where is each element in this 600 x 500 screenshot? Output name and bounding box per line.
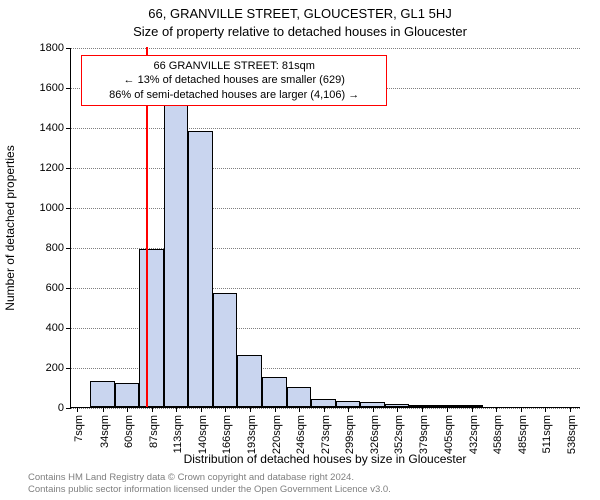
annotation-line: 66 GRANVILLE STREET: 81sqm bbox=[88, 59, 380, 73]
ytick-mark bbox=[66, 208, 71, 209]
histogram-bar bbox=[213, 293, 238, 407]
xtick-label: 166sqm bbox=[221, 415, 233, 475]
xtick-label: 299sqm bbox=[344, 415, 356, 475]
ytick-label: 400 bbox=[4, 322, 64, 334]
xtick-label: 34sqm bbox=[99, 415, 111, 475]
ytick-label: 0 bbox=[4, 402, 64, 414]
ytick-label: 1200 bbox=[4, 162, 64, 174]
footer-line-2: Contains public sector information licen… bbox=[28, 484, 391, 496]
xtick-mark bbox=[570, 407, 571, 412]
ytick-label: 600 bbox=[4, 282, 64, 294]
histogram-bar bbox=[262, 377, 287, 407]
xtick-label: 432sqm bbox=[468, 415, 480, 475]
xtick-label: 140sqm bbox=[197, 415, 209, 475]
histogram-bar bbox=[287, 387, 312, 407]
xtick-mark bbox=[545, 407, 546, 412]
chart-container: 66, GRANVILLE STREET, GLOUCESTER, GL1 5H… bbox=[0, 0, 600, 500]
ytick-label: 1000 bbox=[4, 202, 64, 214]
xtick-mark bbox=[422, 407, 423, 412]
xtick-label: 246sqm bbox=[295, 415, 307, 475]
page-title-address: 66, GRANVILLE STREET, GLOUCESTER, GL1 5H… bbox=[0, 6, 600, 21]
xtick-mark bbox=[397, 407, 398, 412]
xtick-mark bbox=[299, 407, 300, 412]
ytick-label: 1400 bbox=[4, 122, 64, 134]
xtick-label: 220sqm bbox=[271, 415, 283, 475]
ytick-mark bbox=[66, 368, 71, 369]
xtick-label: 405sqm bbox=[443, 415, 455, 475]
xtick-label: 7sqm bbox=[73, 415, 85, 475]
histogram-bar bbox=[115, 383, 140, 407]
ytick-mark bbox=[66, 248, 71, 249]
ytick-mark bbox=[66, 48, 71, 49]
page-subtitle: Size of property relative to detached ho… bbox=[0, 24, 600, 39]
xtick-mark bbox=[103, 407, 104, 412]
ytick-mark bbox=[66, 128, 71, 129]
xtick-label: 352sqm bbox=[393, 415, 405, 475]
xtick-mark bbox=[201, 407, 202, 412]
plot-area: 66 GRANVILLE STREET: 81sqm← 13% of detac… bbox=[70, 48, 580, 408]
xtick-mark bbox=[348, 407, 349, 412]
ytick-mark bbox=[66, 328, 71, 329]
annotation-line: ← 13% of detached houses are smaller (62… bbox=[88, 73, 380, 87]
xtick-label: 538sqm bbox=[566, 415, 578, 475]
histogram-bar bbox=[311, 399, 336, 407]
xtick-mark bbox=[176, 407, 177, 412]
annotation-box: 66 GRANVILLE STREET: 81sqm← 13% of detac… bbox=[81, 55, 387, 106]
xtick-label: 113sqm bbox=[172, 415, 184, 475]
xtick-mark bbox=[225, 407, 226, 412]
xtick-label: 379sqm bbox=[418, 415, 430, 475]
ytick-mark bbox=[66, 408, 71, 409]
xtick-label: 60sqm bbox=[123, 415, 135, 475]
xtick-mark bbox=[250, 407, 251, 412]
xtick-mark bbox=[77, 407, 78, 412]
xtick-mark bbox=[521, 407, 522, 412]
histogram-bar bbox=[164, 105, 189, 407]
ytick-mark bbox=[66, 288, 71, 289]
xtick-label: 87sqm bbox=[148, 415, 160, 475]
xtick-label: 458sqm bbox=[492, 415, 504, 475]
xtick-mark bbox=[127, 407, 128, 412]
xtick-label: 273sqm bbox=[320, 415, 332, 475]
ytick-label: 200 bbox=[4, 362, 64, 374]
xtick-mark bbox=[496, 407, 497, 412]
gridline-h bbox=[71, 408, 580, 409]
xtick-label: 326sqm bbox=[369, 415, 381, 475]
histogram-bar bbox=[237, 355, 262, 407]
histogram-bar bbox=[188, 131, 213, 407]
annotation-line: 86% of semi-detached houses are larger (… bbox=[88, 88, 380, 102]
ytick-mark bbox=[66, 168, 71, 169]
histogram-bar bbox=[139, 249, 164, 407]
xtick-label: 485sqm bbox=[517, 415, 529, 475]
xtick-mark bbox=[373, 407, 374, 412]
xtick-mark bbox=[447, 407, 448, 412]
ytick-label: 1600 bbox=[4, 82, 64, 94]
xtick-mark bbox=[275, 407, 276, 412]
footer-attribution: Contains HM Land Registry data © Crown c… bbox=[28, 472, 391, 496]
histogram-bar bbox=[90, 381, 115, 407]
xtick-label: 511sqm bbox=[541, 415, 553, 475]
xtick-mark bbox=[472, 407, 473, 412]
ytick-label: 800 bbox=[4, 242, 64, 254]
ytick-mark bbox=[66, 88, 71, 89]
xtick-label: 193sqm bbox=[246, 415, 258, 475]
ytick-label: 1800 bbox=[4, 42, 64, 54]
xtick-mark bbox=[324, 407, 325, 412]
xtick-mark bbox=[152, 407, 153, 412]
